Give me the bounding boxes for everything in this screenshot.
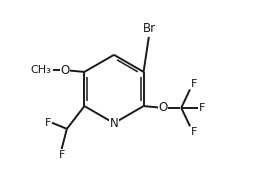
Text: O: O — [60, 64, 70, 77]
Text: F: F — [45, 118, 51, 128]
Text: F: F — [58, 150, 65, 160]
Text: F: F — [191, 79, 197, 89]
Text: N: N — [110, 117, 118, 130]
Text: F: F — [191, 127, 197, 137]
Text: Br: Br — [143, 22, 156, 35]
Text: CH₃: CH₃ — [31, 65, 51, 75]
Text: O: O — [158, 101, 167, 114]
Text: F: F — [199, 103, 205, 113]
